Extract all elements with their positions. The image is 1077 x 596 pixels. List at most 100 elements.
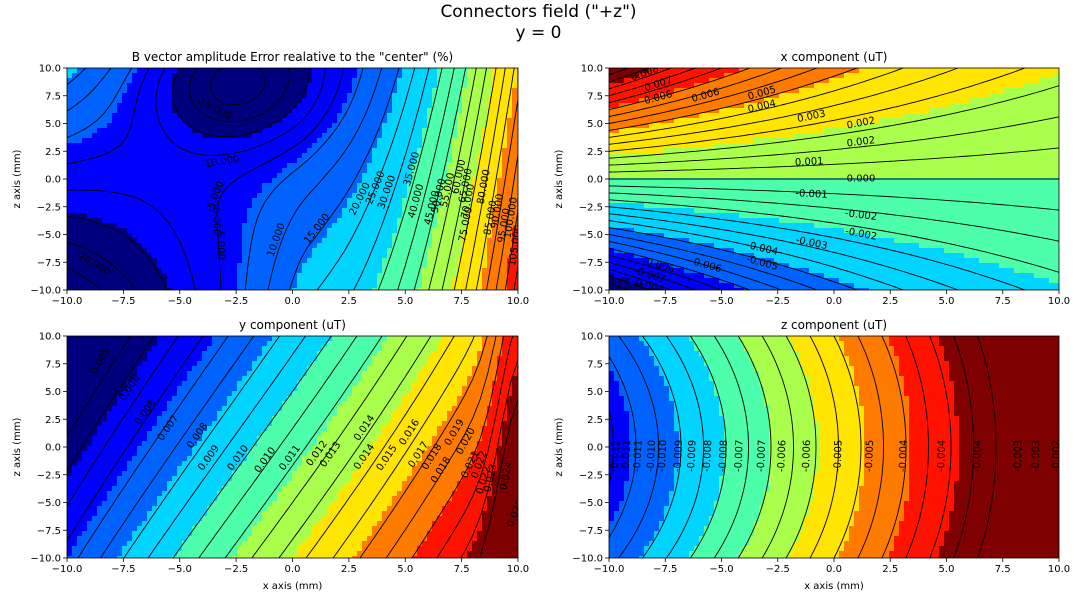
contour-label: -0.008: [717, 440, 730, 473]
y-tick-label: 7.5: [45, 91, 61, 102]
x-tick-label: −10.0: [594, 564, 625, 575]
contour-label: -0.009: [672, 440, 685, 473]
contour-line: [618, 336, 659, 558]
contour-label: 100.000: [503, 196, 520, 239]
contour-line: [504, 210, 518, 290]
x-axis-label: x axis (mm): [804, 581, 864, 592]
contour-line: [67, 68, 400, 290]
y-tick-label: 5.0: [45, 119, 61, 130]
panel-title: z component (uT): [781, 318, 887, 332]
y-tick-label: −10.0: [572, 554, 603, 565]
x-tick-label: 5.0: [397, 564, 413, 575]
contour-line: [953, 336, 974, 558]
contour-line: [609, 192, 1059, 242]
contour-line: [413, 68, 467, 290]
contour-line: [761, 336, 794, 558]
y-tick-label: −7.5: [579, 258, 603, 269]
y-tick-label: 5.0: [587, 119, 603, 130]
contour-label: 0.000: [847, 174, 876, 185]
contour-line: [67, 68, 266, 290]
contour-line: [123, 336, 280, 558]
contour-line: [460, 359, 518, 558]
figure-title-line-2: y = 0: [515, 23, 562, 43]
contour-label: -0.005: [832, 440, 844, 473]
contour-line: [609, 356, 637, 538]
contour-label: -0.002: [844, 208, 877, 223]
x-tick-label: 7.5: [454, 296, 470, 307]
x-tick-label: 0.0: [285, 296, 301, 307]
x-tick-label: −2.5: [766, 296, 790, 307]
contour-line: [478, 399, 518, 558]
x-tick-label: 7.5: [995, 564, 1011, 575]
y-tick-label: −10.0: [30, 554, 61, 565]
y-tick-label: 0.0: [45, 443, 61, 454]
contour-line: [198, 336, 358, 558]
y-tick-label: −5.0: [37, 498, 61, 509]
contour-line: [147, 336, 306, 558]
contour-line: [67, 68, 383, 290]
panel-title: B vector amplitude Error realative to th…: [132, 50, 453, 64]
y-tick-label: 2.5: [45, 415, 61, 426]
contour-label: -0.001: [795, 188, 828, 201]
x-tick-label: 5.0: [939, 564, 955, 575]
contour-line: [495, 154, 518, 290]
contour-line: [833, 336, 862, 558]
figure-title: Connectors field ("+z") y = 0: [0, 2, 1077, 44]
contour-line: [857, 336, 884, 558]
contour-line: [609, 199, 1059, 273]
y-tick-label: −2.5: [37, 470, 61, 481]
contour-label: -0.010: [645, 440, 658, 473]
y-tick-label: −2.5: [579, 470, 603, 481]
contour-line: [609, 68, 818, 124]
y-tick-label: −2.5: [579, 202, 603, 213]
contour-line: [609, 68, 782, 118]
contour-line: [436, 336, 514, 558]
y-tick-label: −5.0: [37, 230, 61, 241]
contour-line: [609, 234, 818, 290]
y-tick-label: 2.5: [587, 147, 603, 158]
y-tick-label: 7.5: [587, 359, 603, 370]
contour-line: [67, 68, 364, 290]
y-tick-label: 10.0: [581, 332, 603, 343]
contour-line: [465, 68, 506, 290]
contour-line: [609, 116, 1059, 166]
contour-line: [441, 68, 487, 290]
x-tick-label: 0.0: [826, 564, 842, 575]
contour-label: -0.004: [898, 440, 910, 473]
contour-line: [609, 68, 722, 104]
contour-label: -0.011: [632, 440, 645, 473]
contour-line: [609, 68, 904, 138]
contour-label: -0.010: [657, 440, 670, 473]
contour-line: [513, 265, 518, 290]
contour-label: -0.004: [936, 440, 948, 473]
x-tick-label: 5.0: [397, 296, 413, 307]
contour-line: [609, 220, 904, 290]
x-tick-label: 5.0: [939, 296, 955, 307]
contour-line: [486, 99, 518, 290]
y-tick-label: −7.5: [579, 526, 603, 537]
contour-line: [690, 336, 727, 558]
contour-line: [428, 68, 477, 290]
y-tick-label: −7.5: [37, 526, 61, 537]
contour-line: [609, 409, 614, 485]
x-tick-label: −2.5: [224, 564, 248, 575]
y-axis-label: z axis (mm): [12, 149, 23, 208]
y-tick-label: 5.0: [45, 387, 61, 398]
contour-line: [609, 68, 672, 90]
contour-line: [453, 68, 497, 290]
x-tick-label: 10.0: [507, 296, 529, 307]
x-tick-label: −7.5: [111, 564, 135, 575]
contour-line: [809, 336, 839, 558]
y-tick-label: 7.5: [45, 359, 61, 370]
contour-line: [100, 336, 255, 558]
contour-line: [77, 336, 229, 558]
contour-line: [881, 336, 907, 558]
y-tick-label: 10.0: [39, 64, 61, 75]
contour-line: [609, 247, 751, 290]
x-axis-label: x axis (mm): [263, 581, 323, 592]
x-tick-label: 7.5: [454, 564, 470, 575]
